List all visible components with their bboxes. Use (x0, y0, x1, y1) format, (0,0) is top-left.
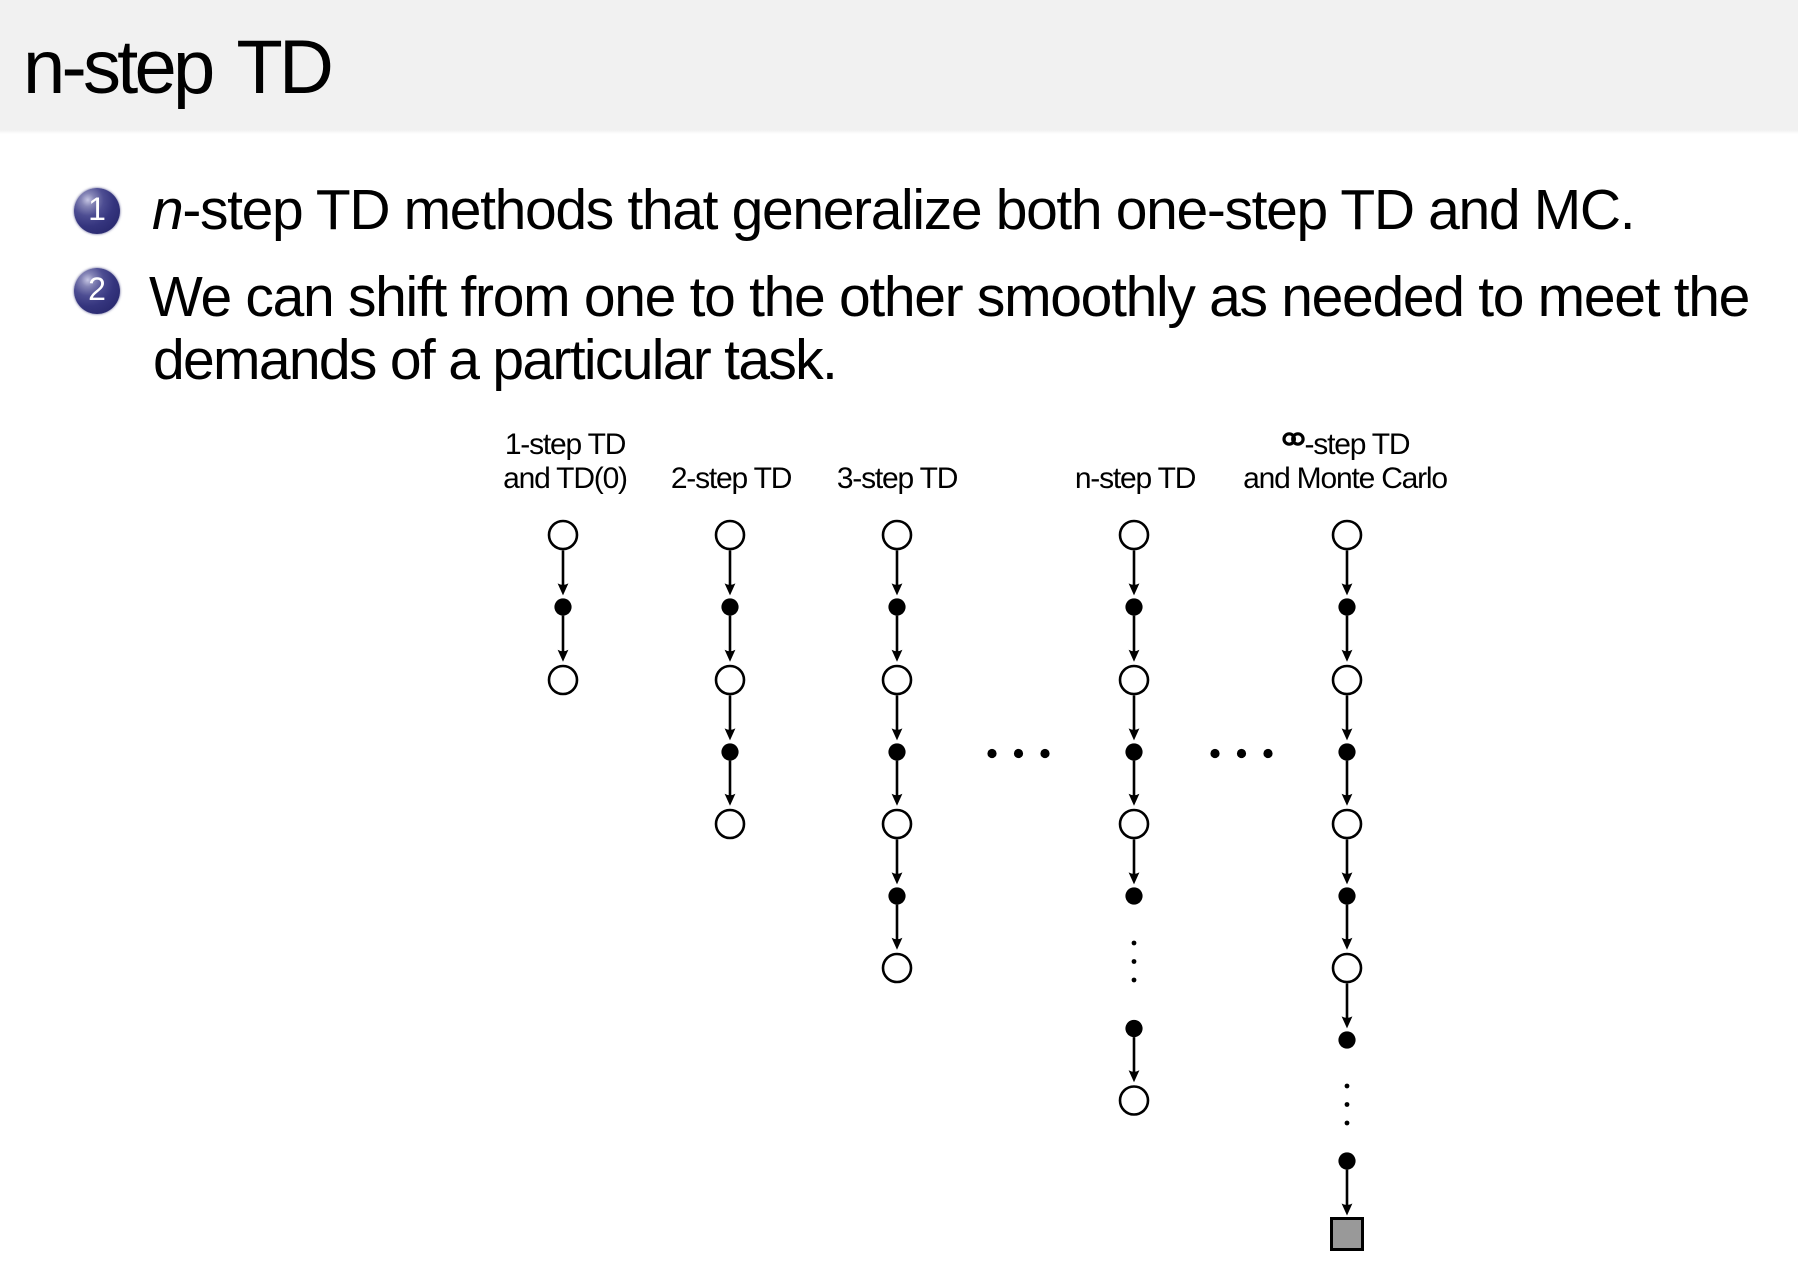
svg-text:and TD(0): and TD(0) (503, 462, 627, 495)
svg-text:3-step TD: 3-step TD (837, 462, 958, 495)
svg-text:n-step TD: n-step TD (1075, 462, 1196, 495)
svg-text:-step TD: -step TD (1305, 428, 1410, 461)
svg-text:1-step TD: 1-step TD (505, 428, 626, 461)
svg-text:2-step TD: 2-step TD (671, 462, 792, 495)
svg-text:and Monte Carlo: and Monte Carlo (1243, 462, 1447, 495)
